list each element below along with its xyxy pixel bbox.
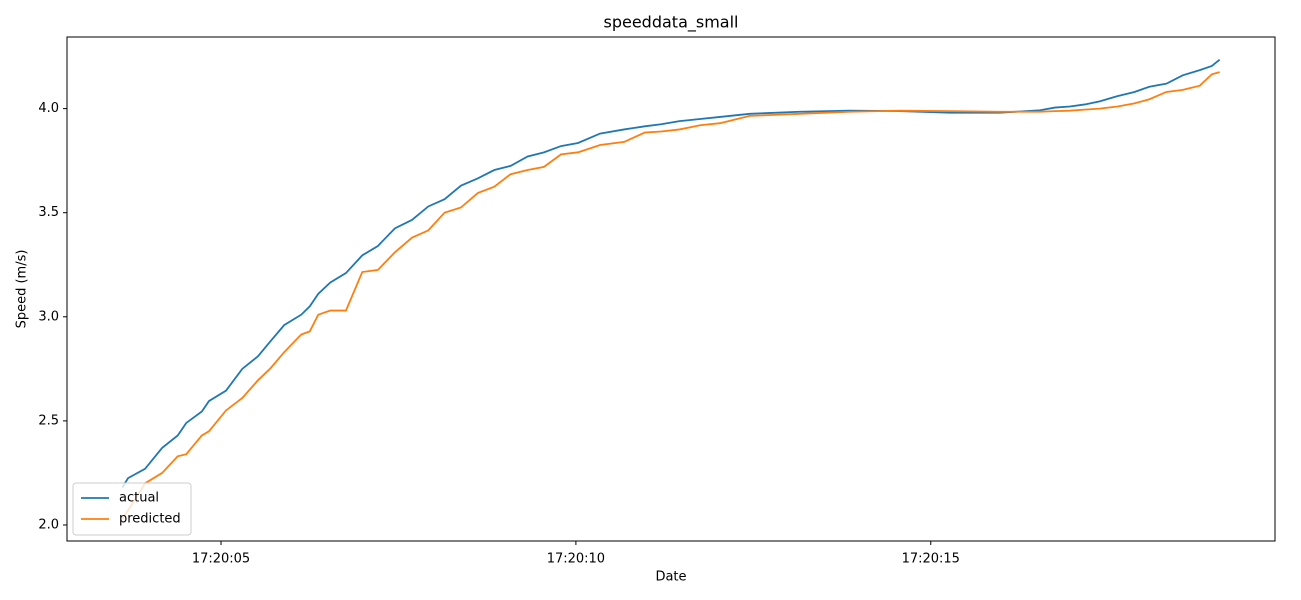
chart-title: speeddata_small — [604, 13, 739, 33]
legend-label: predicted — [119, 512, 181, 527]
y-tick-label: 3.5 — [38, 205, 59, 220]
y-axis-label: Speed (m/s) — [15, 250, 30, 329]
y-tick-label: 3.0 — [38, 309, 59, 324]
legend-label: actual — [119, 491, 159, 506]
legend-box — [72, 482, 192, 536]
x-tick-label: 17:20:05 — [192, 552, 250, 567]
x-tick-label: 17:20:15 — [902, 552, 960, 567]
plot-frame — [66, 36, 1276, 542]
y-tick-label: 2.0 — [38, 517, 59, 532]
x-tick-label: 17:20:10 — [547, 552, 605, 567]
x-axis-label: Date — [655, 570, 686, 585]
line-series — [121, 71, 1220, 520]
y-tick-label: 2.5 — [38, 413, 59, 428]
y-tick-label: 4.0 — [38, 101, 59, 116]
line-series — [121, 58, 1221, 488]
